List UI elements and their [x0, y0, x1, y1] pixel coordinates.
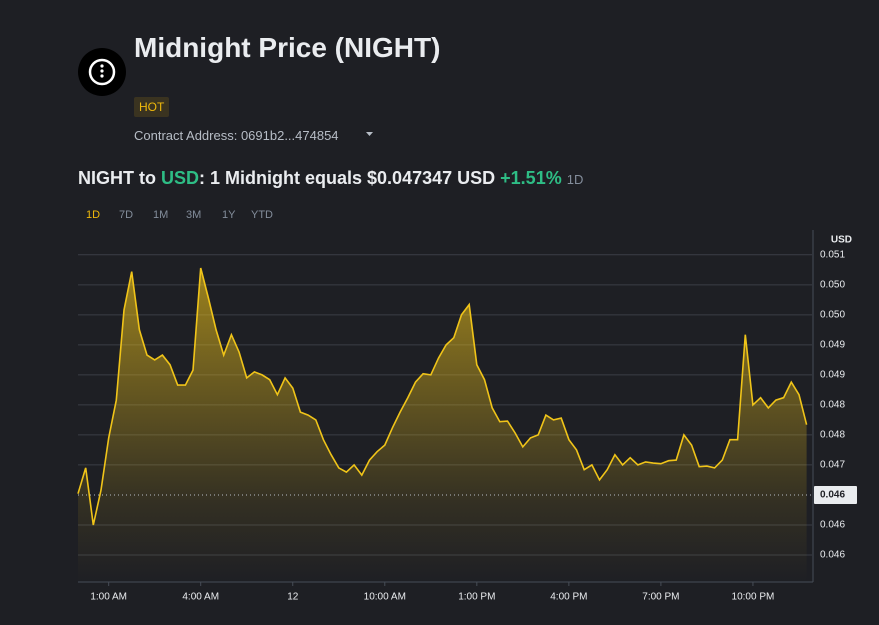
quote: USD	[161, 168, 200, 188]
conversion: NIGHT to USD: 1 Midnight equals $0.04734…	[78, 168, 583, 189]
current-price-tag	[814, 485, 857, 504]
plot: 0.046 0.046 0.047 0.048 0.048 0.049 0.049 0.050…	[77, 230, 857, 603]
y-tick-label: 0.046	[820, 520, 845, 531]
change: +1.51%	[500, 168, 562, 188]
unit-label: USD	[831, 235, 852, 246]
x-tick-label: 10:00 PM	[732, 592, 775, 603]
title: Midnight Price (NIGHT)	[134, 32, 441, 63]
pair: NIGHT to	[78, 168, 156, 188]
time-tab[interactable]: 1M	[153, 209, 169, 221]
x-tick-label: 12	[287, 592, 299, 603]
y-tick-label: 0.049	[820, 370, 845, 381]
y-tick-label: 0.051	[820, 249, 845, 260]
period: 1D	[566, 172, 584, 187]
x-tick-label: 7:00 PM	[642, 592, 679, 603]
y-tick-label: 0.048	[820, 430, 845, 441]
y-tick-label: 0.050	[820, 309, 845, 320]
time-tab[interactable]: 1D	[86, 209, 101, 221]
coin-icon-dot	[100, 74, 104, 78]
coin-icon-ring	[88, 58, 116, 86]
coin-icon-dot	[100, 64, 104, 68]
dropdown-caret[interactable]	[366, 132, 373, 136]
y-tick-label: 0.049	[820, 340, 845, 351]
time-tab[interactable]: 3M	[186, 209, 202, 221]
x-tick-label: 4:00 PM	[550, 592, 587, 603]
y-tick-label: 0.048	[820, 400, 845, 411]
price-line	[77, 267, 808, 526]
coin-icon-dot	[100, 69, 104, 73]
contract-address[interactable]: Contract Address: 0691b2...474854	[134, 128, 339, 143]
y-tick-label: 0.050	[820, 279, 845, 290]
time-tab[interactable]: YTD	[251, 209, 273, 221]
time-tab[interactable]: 7D	[119, 209, 134, 221]
x-tick-label: 10:00 AM	[364, 592, 406, 603]
time-tab[interactable]: 1Y	[222, 209, 236, 221]
x-tick-label: 1:00 PM	[458, 592, 495, 603]
y-tick-label: 0.046	[820, 550, 845, 561]
current-price-label: 0.046	[820, 490, 845, 501]
x-tick-label: 1:00 AM	[90, 592, 127, 603]
conversion-text: : 1 Midnight equals $0.047347 USD	[199, 168, 496, 188]
area-fill	[78, 268, 807, 582]
x-tick-label: 4:00 AM	[182, 592, 219, 603]
hot-badge: HOT	[134, 97, 170, 117]
y-tick-label: 0.047	[820, 460, 845, 471]
